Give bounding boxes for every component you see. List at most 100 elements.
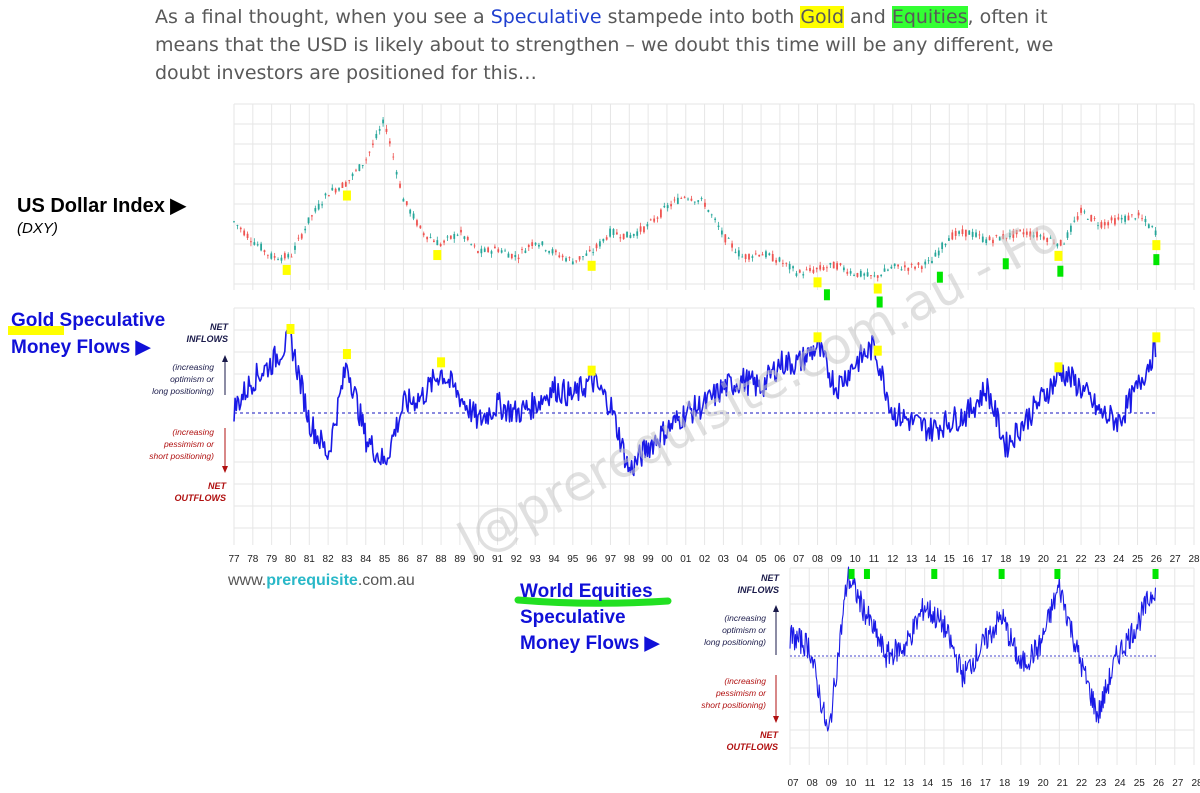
dxy-candle-body	[426, 236, 429, 240]
dxy-candle-body	[1015, 229, 1018, 235]
dxy-candle-body	[1107, 222, 1110, 226]
dxy-gold-marker	[342, 190, 351, 201]
dxy-candle-body	[419, 225, 422, 229]
dxy-candle-body	[1130, 214, 1133, 216]
dxy-candle-body	[605, 237, 608, 240]
dxy-candle-body	[676, 197, 679, 204]
intro-paragraph: As a final thought, when you see a Specu…	[155, 3, 1095, 87]
dxy-candle-body	[565, 258, 567, 262]
dxy-candle-body	[629, 235, 632, 238]
dxy-candle-body	[266, 254, 269, 256]
dxy-candle-body	[968, 230, 971, 235]
main-x-tick-label: 12	[887, 554, 899, 565]
dxy-candle-body	[294, 245, 296, 250]
dxy-candle-body	[439, 243, 442, 247]
main-x-tick-label: 98	[624, 554, 636, 565]
equities-x-tick-label: 19	[1018, 778, 1030, 789]
dxy-candle-body	[1053, 242, 1055, 244]
dxy-candle-body	[771, 254, 774, 262]
dxy-candle-body	[893, 263, 896, 267]
dxy-candle-body	[1110, 217, 1113, 221]
dxy-candle-body	[900, 269, 903, 271]
main-x-tick-label: 92	[511, 554, 523, 565]
dxy-candle-body	[243, 230, 246, 236]
dxy-candle-body	[809, 268, 811, 271]
dxy-candle-body	[582, 256, 584, 258]
main-x-tick-label: 82	[323, 554, 335, 565]
dxy-candle-body	[785, 262, 788, 264]
main-x-tick-label: 02	[699, 554, 711, 565]
speculative-word: Speculative	[490, 6, 602, 28]
dxy-candle-body	[934, 252, 937, 257]
equities-x-tick-label: 15	[941, 778, 953, 789]
eq-pes-1: (increasing	[724, 676, 766, 686]
dxy-candle-body	[649, 219, 652, 221]
dxy-candle-body	[372, 143, 374, 145]
dxy-candle-body	[470, 243, 473, 245]
dxy-candle-body	[724, 234, 727, 243]
main-x-tick-label: 99	[643, 554, 655, 565]
dxy-equity-marker	[936, 271, 943, 283]
dxy-candle-body	[927, 260, 930, 262]
dxy-candle-body	[483, 248, 486, 252]
gold-label-highlight	[8, 326, 64, 335]
dxy-candle-body	[531, 242, 534, 246]
dxy-candle-body	[883, 268, 886, 272]
dxy-candle-body	[704, 202, 706, 207]
dxy-subtitle: (DXY)	[17, 220, 58, 237]
dxy-candle-body	[554, 250, 557, 253]
dxy-candle-body	[385, 128, 388, 132]
main-x-tick-label: 93	[530, 554, 542, 565]
eq-label-line2: Speculative	[520, 607, 626, 628]
dxy-candle-body	[802, 274, 805, 276]
dxy-candle-body	[270, 253, 273, 259]
dxy-candle-body	[490, 251, 493, 254]
dxy-candle-body	[859, 270, 862, 277]
dxy-candle-body	[744, 254, 747, 259]
equities-flow-marker	[998, 569, 1005, 579]
dxy-candle-body	[690, 198, 693, 201]
main-x-tick-label: 85	[379, 554, 391, 565]
eq-net-out-label: NET	[760, 730, 780, 740]
website-link[interactable]: www.prerequisite.com.au	[227, 572, 415, 589]
dxy-gold-marker	[1054, 250, 1063, 261]
equities-x-tick-label: 20	[1038, 778, 1050, 789]
main-x-axis: 77 78 79 80 81 82 83 84 85 86 87 88 89 90 91 92 93 94 95 96…	[228, 554, 1200, 565]
equities-x-tick-label: 22	[1076, 778, 1088, 789]
dxy-candle-body	[964, 229, 967, 237]
gold-up-arrowhead	[222, 355, 228, 362]
gold-flow-marker	[1152, 332, 1161, 343]
dxy-candle-body	[754, 253, 757, 255]
equities-x-tick-label: 14	[922, 778, 934, 789]
dxy-candle-body	[544, 250, 547, 252]
main-x-tick-label: 91	[492, 554, 504, 565]
intro-text-2: stampede into both	[601, 6, 801, 28]
dxy-candle-body	[548, 250, 551, 253]
dxy-candle-body	[327, 195, 330, 197]
eq-label-line1: World Equities	[520, 581, 653, 602]
dxy-candle-body	[263, 250, 266, 253]
dxy-candle-body	[480, 248, 483, 254]
dxy-candle-body	[433, 240, 435, 243]
main-x-tick-label: 21	[1057, 554, 1069, 565]
main-x-tick-label: 03	[718, 554, 730, 565]
dxy-candle-body	[643, 226, 645, 233]
dxy-candle-body	[1114, 218, 1116, 225]
dxy-candle-body	[687, 198, 689, 200]
dxy-candle-body	[365, 159, 368, 161]
dxy-candle-body	[599, 241, 601, 247]
main-x-tick-label: 79	[266, 554, 278, 565]
dxy-candle-body	[1005, 237, 1008, 239]
dxy-candle-body	[937, 250, 940, 256]
main-x-tick-label: 11	[869, 554, 880, 565]
dxy-candle-body	[985, 239, 988, 243]
main-x-tick-label: 25	[1132, 554, 1144, 565]
dxy-candle-body	[917, 262, 920, 265]
dxy-candle-body	[1151, 225, 1154, 227]
dxy-candle-body	[846, 271, 849, 274]
dxy-candle-body	[446, 236, 449, 238]
main-x-tick-label: 78	[247, 554, 259, 565]
dxy-candle-body	[297, 237, 300, 239]
eq-outflows-label: OUTFLOWS	[727, 742, 779, 752]
main-x-tick-label: 83	[341, 554, 353, 565]
